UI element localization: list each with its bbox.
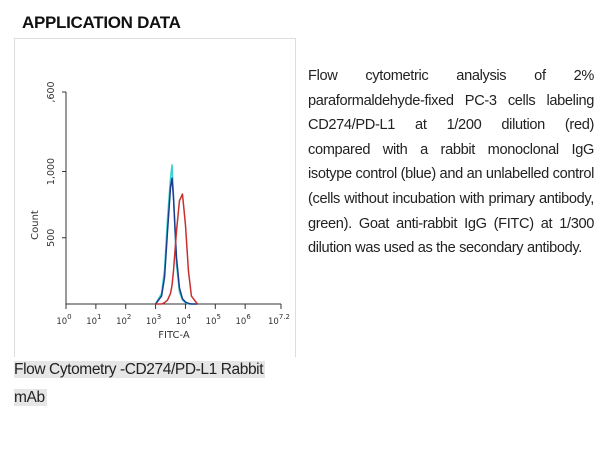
x-tick-exponent: 0	[67, 313, 71, 321]
histogram-line	[155, 193, 198, 305]
x-tick-exponent: 2	[127, 313, 131, 321]
x-tick-base: 10	[268, 317, 279, 327]
x-tick-label: 103	[146, 313, 161, 327]
x-tick-exponent: 5	[216, 313, 220, 321]
description: Flow cytometric analysis of 2% paraforma…	[308, 68, 594, 257]
x-tick-base: 10	[146, 317, 157, 327]
figure-card	[14, 38, 296, 357]
x-tick-exponent: 3	[157, 313, 161, 321]
y-tick-label: 1,000	[46, 158, 57, 185]
y-tick-label: ,600	[46, 81, 57, 102]
x-tick-label: 101	[86, 313, 101, 327]
y-tick-label: 500	[46, 229, 57, 247]
x-tick-base: 10	[116, 317, 127, 327]
x-tick-exponent: 1	[97, 313, 101, 321]
x-tick-label: 102	[116, 313, 131, 327]
y-axis-label: Count	[30, 210, 41, 240]
x-tick-label: 104	[176, 313, 192, 327]
x-tick-base: 10	[56, 317, 67, 327]
x-tick-exponent: 4	[187, 313, 192, 321]
x-tick-base: 10	[86, 317, 97, 327]
x-tick-label: 106	[236, 313, 252, 327]
x-tick-base: 10	[236, 317, 247, 327]
x-tick-label: 100	[56, 313, 71, 327]
x-axis-label: FITC-A	[158, 330, 190, 341]
figure-caption: Flow Cytometry -CD274/PD-L1 Rabbit mAb	[14, 356, 296, 412]
x-tick-label: 105	[206, 313, 221, 327]
histogram-line	[154, 177, 198, 305]
x-tick-label: 107.2	[268, 313, 290, 327]
x-tick-exponent: 7.2	[279, 313, 290, 321]
x-tick-base: 10	[176, 317, 187, 327]
x-tick-base: 10	[206, 317, 217, 327]
caption-text: Flow Cytometry -CD274/PD-L1 Rabbit mAb	[14, 361, 266, 406]
section-title: APPLICATION DATA	[22, 13, 181, 32]
x-tick-exponent: 6	[246, 313, 251, 321]
